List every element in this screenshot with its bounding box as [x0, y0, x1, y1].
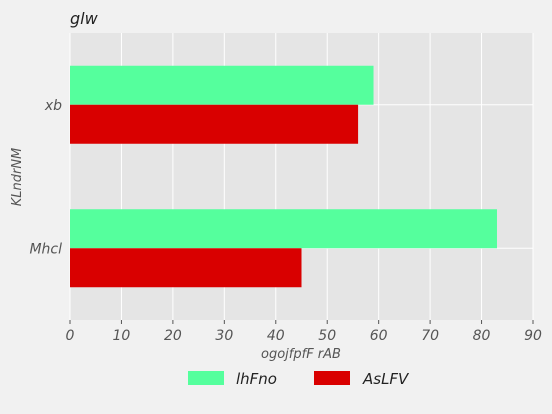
bar-aslfv-xb	[70, 104, 359, 144]
y-tick-label: Mhcl	[29, 241, 62, 257]
x-tick-label: 0	[66, 328, 75, 344]
x-tick-labels: 0 10 20 30 40 50 60 70 80 90	[66, 328, 542, 344]
legend: lhFno AsLFV	[188, 370, 410, 388]
bar-aslfv-mhcl	[70, 248, 302, 288]
x-tick-label: 30	[215, 328, 233, 344]
bar-lhfno-mhcl	[70, 209, 497, 249]
x-tick-label: 60	[370, 328, 388, 344]
x-tick-label: 20	[164, 328, 182, 344]
legend-swatch-lhfno	[188, 371, 224, 385]
x-axis-label: ogojfpfF rAB	[261, 347, 341, 362]
x-tick-label: 50	[318, 328, 336, 344]
x-tick-label: 10	[113, 328, 131, 344]
bar-lhfno-xb	[70, 65, 374, 105]
chart-title: glw	[70, 9, 99, 28]
legend-swatch-aslfv	[314, 371, 350, 385]
x-tick-label: 40	[267, 328, 285, 344]
x-tick-label: 80	[473, 328, 491, 344]
y-tick-labels: xb Mhcl	[29, 98, 62, 258]
y-axis-label: KLndrNM	[10, 148, 25, 207]
x-tick-label: 70	[421, 328, 439, 344]
legend-label-aslfv: AsLFV	[362, 370, 410, 388]
legend-label-lhfno: lhFno	[236, 370, 277, 388]
y-tick-label: xb	[44, 98, 62, 114]
bars	[70, 65, 497, 288]
x-tick-label: 90	[524, 328, 542, 344]
